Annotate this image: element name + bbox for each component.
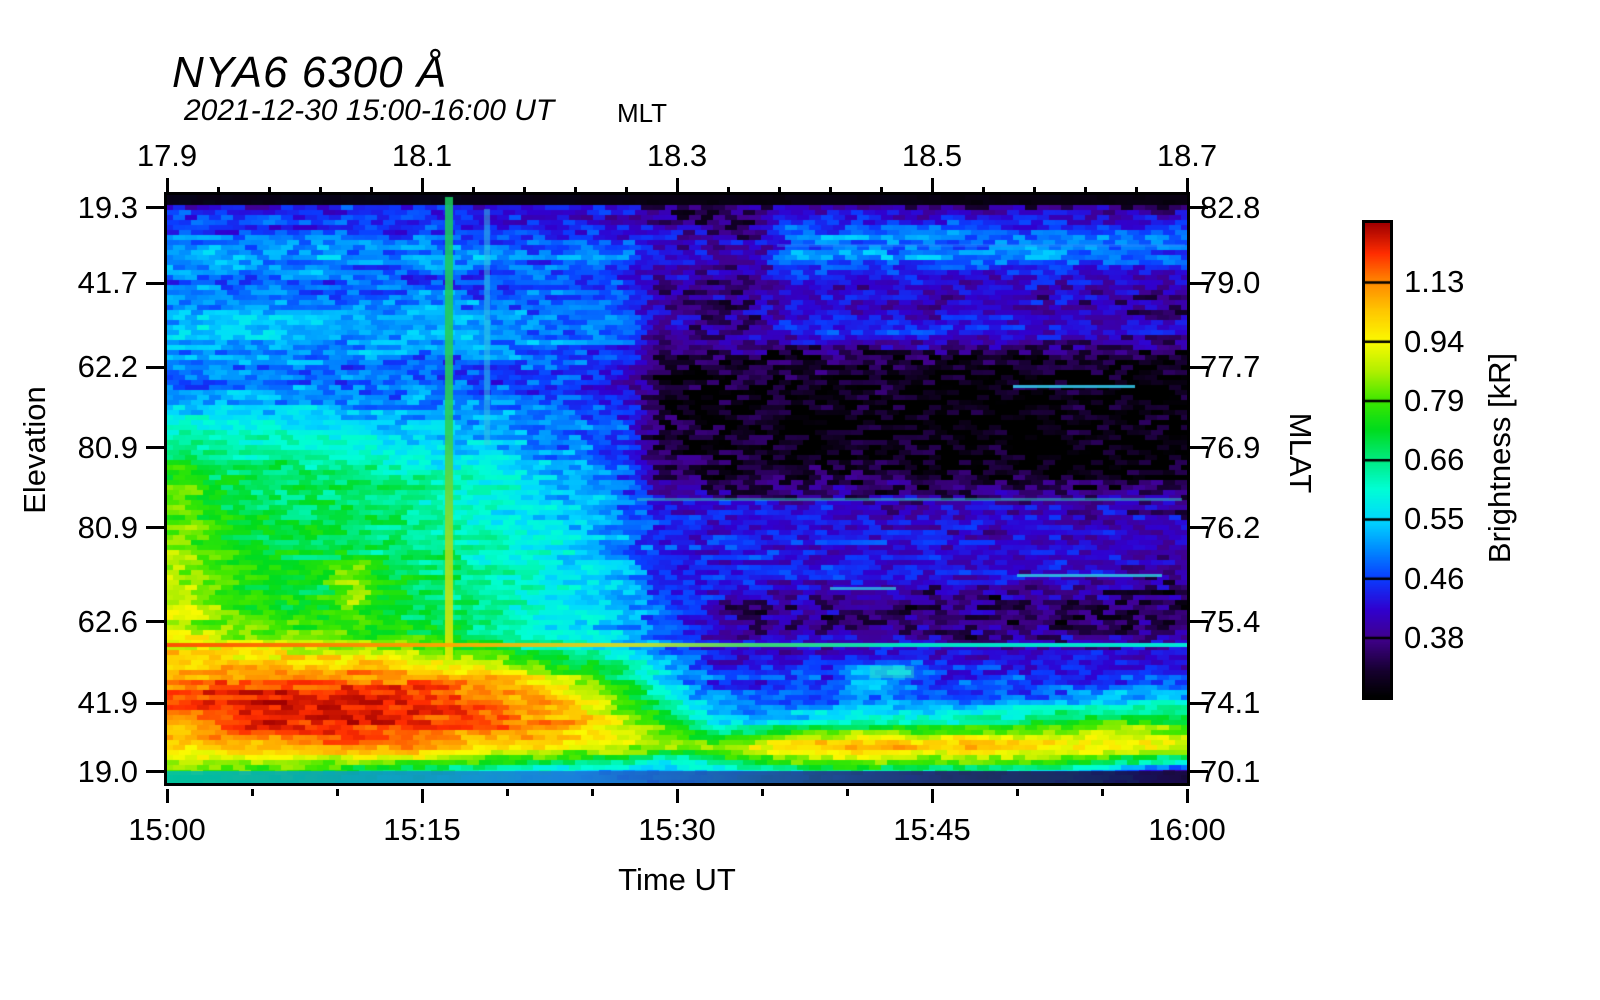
mlt-tick-label: 18.1: [391, 138, 453, 173]
mlat-tick-label: 77.7: [1200, 349, 1261, 385]
colorbar-tick-label: 0.55: [1404, 501, 1465, 537]
elevation-tick-label: 62.6: [77, 603, 138, 639]
tick-mark: [267, 187, 271, 192]
tick-mark: [146, 526, 164, 530]
tick-mark: [146, 446, 164, 450]
tick-mark: [1190, 526, 1208, 530]
tick-mark: [369, 187, 373, 192]
tick-mark: [777, 187, 781, 192]
time-axis-label: Time UT: [618, 862, 736, 897]
tick-mark: [930, 178, 934, 192]
tick-mark: [981, 187, 985, 192]
tick-mark: [675, 178, 679, 192]
tick-mark: [1190, 281, 1208, 285]
elevation-axis-label: Elevation: [17, 386, 52, 514]
elevation-tick-labels: 19.3 41.7 62.2 80.9 80.9 62.6 41.9 19.0: [0, 190, 138, 789]
time-tick-label: 15:30: [638, 812, 716, 847]
tick-mark: [1190, 701, 1208, 705]
time-tick-label: 15:45: [893, 812, 971, 847]
mlt-axis-label: MLT: [616, 98, 668, 128]
tick-mark: [471, 187, 475, 192]
tick-mark: [1190, 770, 1208, 774]
tick-mark: [845, 789, 849, 796]
tick-mark: [335, 789, 339, 796]
elevation-tick-label: 62.2: [77, 349, 138, 385]
mlat-tick-label: 82.8: [1200, 189, 1261, 225]
tick-mark: [216, 187, 220, 192]
tick-mark: [760, 789, 764, 796]
mlt-tick-label: 17.9: [136, 138, 198, 173]
tick-mark: [828, 187, 832, 192]
tick-mark: [573, 187, 577, 192]
tick-mark: [505, 789, 509, 796]
tick-mark: [146, 281, 164, 285]
mlat-tick-label: 75.4: [1200, 603, 1261, 639]
tick-mark: [165, 789, 169, 803]
tick-mark: [726, 187, 730, 192]
tick-mark: [146, 206, 164, 210]
time-tick-labels: 15:00 15:15 15:30 15:45 16:00: [128, 812, 1226, 848]
elevation-tick-label: 80.9: [77, 429, 138, 465]
tick-mark: [165, 178, 169, 192]
tick-mark: [675, 789, 679, 803]
mlt-tick-label: 18.3: [646, 138, 708, 173]
mlat-tick-label: 74.1: [1200, 685, 1261, 721]
subtitle: 2021-12-30 15:00-16:00 UT: [184, 94, 555, 127]
page-title: NYA6 6300 Å: [172, 48, 448, 97]
tick-mark: [522, 187, 526, 192]
mlat-axis-label: MLAT: [1283, 412, 1318, 494]
time-tick-label: 15:15: [383, 812, 461, 847]
tick-mark: [146, 701, 164, 705]
tick-mark: [590, 789, 594, 796]
mlt-tick-label: 18.5: [901, 138, 963, 173]
tick-mark: [1190, 620, 1208, 624]
tick-mark: [930, 789, 934, 803]
tick-mark: [1032, 187, 1036, 192]
mlat-tick-label: 76.2: [1200, 509, 1261, 545]
colorbar-tick-label: 1.13: [1404, 264, 1465, 300]
tick-mark: [1190, 365, 1208, 369]
keogram-plot-frame: [164, 192, 1190, 786]
tick-mark: [879, 187, 883, 192]
colorbar: [1362, 220, 1393, 700]
mlt-tick-labels: 17.9 18.1 18.3 18.5 18.7: [137, 138, 1217, 174]
tick-mark: [146, 770, 164, 774]
colorbar-tick-label: 0.79: [1404, 382, 1465, 418]
colorbar-tick-label: 0.94: [1404, 323, 1465, 359]
tick-mark: [1190, 446, 1208, 450]
tick-mark: [624, 187, 628, 192]
tick-mark: [1015, 789, 1019, 796]
tick-mark: [420, 178, 424, 192]
tick-mark: [318, 187, 322, 192]
tick-mark: [1083, 187, 1087, 192]
tick-mark: [1185, 789, 1189, 803]
tick-mark: [146, 365, 164, 369]
colorbar-tick-label: 0.38: [1404, 619, 1465, 655]
colorbar-tick-label: 0.46: [1404, 560, 1465, 596]
colorbar-tick-label: 0.66: [1404, 442, 1465, 477]
colorbar-axis-label: Brightness [kR]: [1482, 352, 1517, 564]
mlat-tick-labels: 82.8 79.0 77.7 76.9 76.2 75.4 74.1 70.1: [1200, 190, 1320, 789]
mlt-tick-label: 18.7: [1156, 138, 1218, 173]
elevation-tick-label: 41.7: [77, 265, 138, 301]
elevation-tick-label: 41.9: [77, 685, 138, 721]
tick-mark: [146, 620, 164, 624]
time-tick-label: 15:00: [128, 812, 206, 847]
elevation-tick-label: 19.3: [77, 189, 138, 225]
elevation-tick-label: 19.0: [77, 753, 138, 789]
tick-mark: [1100, 789, 1104, 796]
mlat-tick-label: 70.1: [1200, 753, 1261, 789]
colorbar-tick-labels: 1.13 0.94 0.79 0.66 0.55 0.46 0.38: [1404, 223, 1504, 697]
tick-mark: [1134, 187, 1138, 192]
keogram-heatmap-image: [167, 195, 1187, 783]
tick-mark: [420, 789, 424, 803]
mlat-tick-label: 79.0: [1200, 265, 1261, 301]
colorbar-gradient: [1365, 223, 1390, 697]
tick-mark: [1190, 206, 1208, 210]
tick-mark: [250, 789, 254, 796]
elevation-tick-label: 80.9: [77, 509, 138, 545]
time-tick-label: 16:00: [1148, 812, 1226, 847]
mlat-tick-label: 76.9: [1200, 429, 1261, 465]
tick-mark: [1185, 178, 1189, 192]
